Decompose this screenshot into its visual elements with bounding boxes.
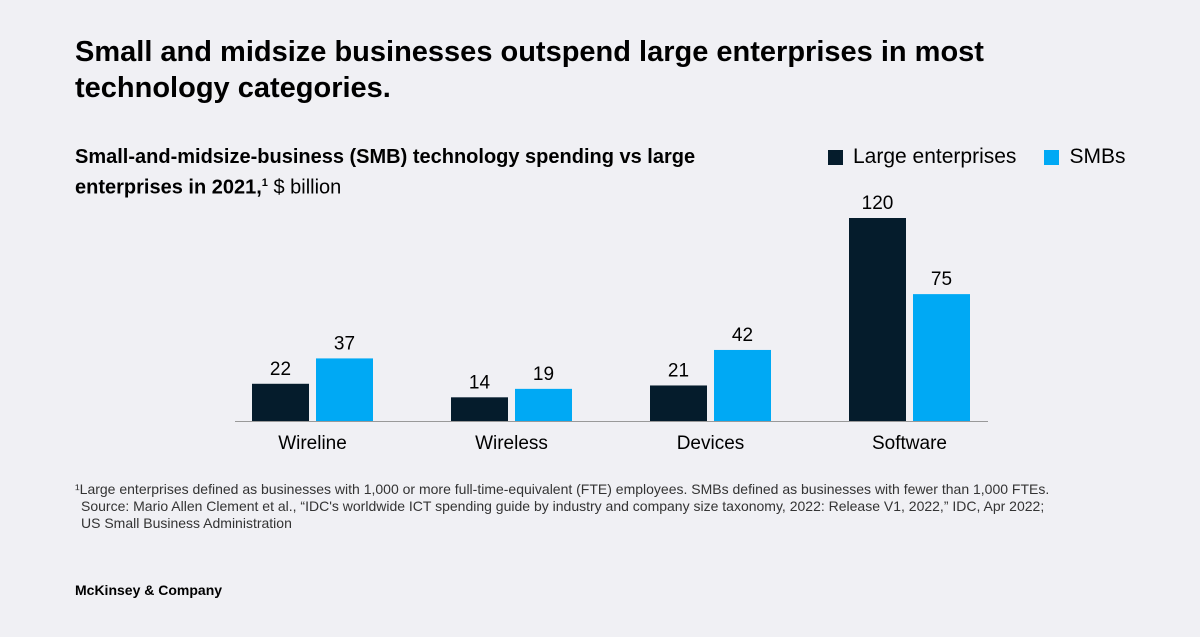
data-label: 14 — [469, 372, 491, 393]
footnote-marker: 1 — [261, 177, 268, 189]
legend-item-large: Large enterprises — [828, 145, 1016, 169]
bar-wireline-large — [252, 383, 309, 421]
data-label: 120 — [862, 193, 894, 214]
legend-swatch-large — [828, 149, 843, 165]
brand-logo-text: McKinsey & Company — [75, 582, 223, 598]
data-label: 21 — [668, 360, 689, 381]
bar-software-large — [849, 218, 906, 421]
bar-wireless-smb — [515, 388, 572, 421]
chart-title: Small-and-midsize-business (SMB) technol… — [75, 144, 795, 201]
legend-label-smb: SMBs — [1069, 145, 1126, 168]
x-tick-label: Devices — [677, 433, 745, 454]
footnote-definition: ¹Large enterprises defined as businesses… — [75, 481, 1050, 497]
bar-devices-smb — [714, 349, 771, 421]
data-label: 42 — [732, 325, 753, 346]
legend: Large enterprises SMBs — [828, 145, 1125, 169]
data-label: 22 — [270, 359, 291, 380]
x-tick-label: Wireline — [278, 433, 347, 454]
legend-swatch-smb — [1044, 149, 1060, 165]
bar-software-smb — [913, 294, 970, 421]
footnote-source: Source: Mario Allen Clement et al., “IDC… — [81, 498, 1045, 514]
bar-wireline-smb — [316, 358, 373, 421]
footnotes: ¹Large enterprises defined as businesses… — [75, 481, 1175, 532]
legend-item-smb: SMBs — [1044, 145, 1125, 169]
chart-unit: $ billion — [267, 176, 342, 199]
chart-title-main: Small-and-midsize-business (SMB) technol… — [75, 146, 696, 199]
x-tick-label: Wireless — [475, 433, 548, 454]
x-tick-label: Software — [872, 433, 947, 454]
data-label: 19 — [533, 364, 554, 385]
data-label: 75 — [931, 269, 952, 290]
data-label: 37 — [334, 333, 355, 354]
legend-label-large: Large enterprises — [853, 145, 1017, 168]
headline: Small and midsize businesses outspend la… — [75, 36, 984, 104]
bar-devices-large — [650, 385, 707, 421]
bar-wireless-large — [451, 397, 508, 421]
footnote-source-cont: US Small Business Administration — [81, 515, 292, 531]
